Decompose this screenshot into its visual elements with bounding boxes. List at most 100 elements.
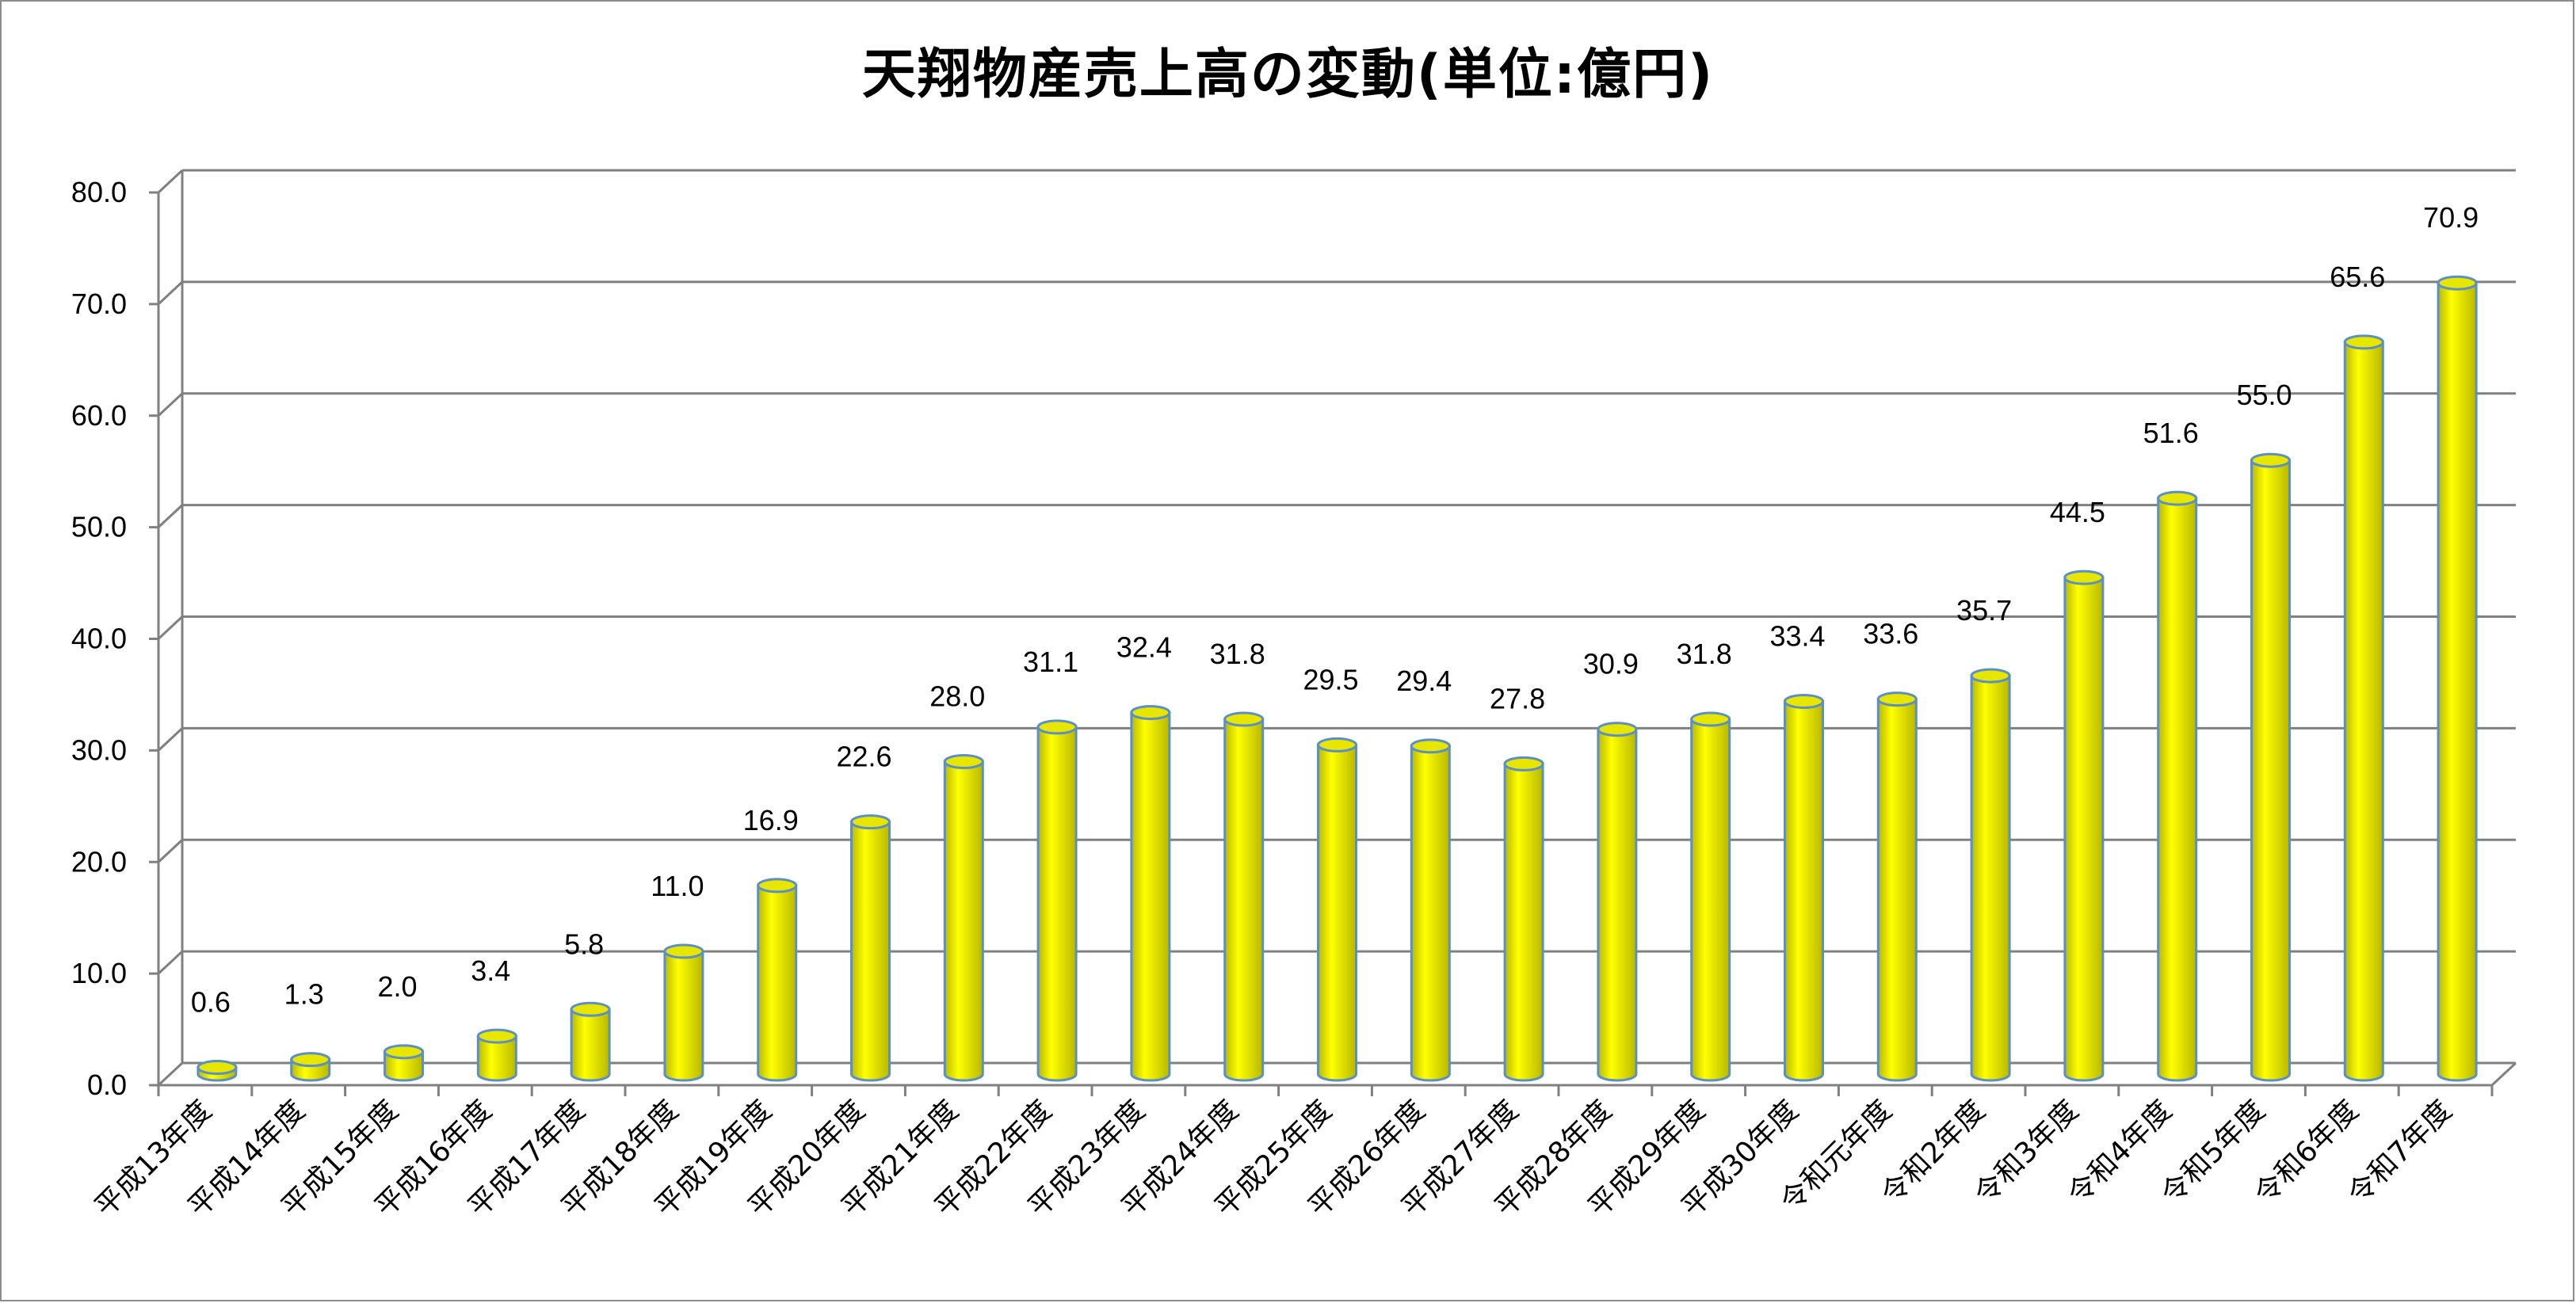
gridline-depth [157, 392, 184, 417]
bar-top [476, 1028, 517, 1044]
bar-top [1503, 756, 1544, 772]
y-tick-label: 20.0 [71, 845, 127, 878]
data-label: 11.0 [651, 870, 704, 902]
bar [850, 814, 891, 1082]
bar-top [757, 878, 798, 893]
bar [476, 1028, 517, 1082]
gridline-depth [157, 839, 184, 863]
y-tick-label: 30.0 [71, 733, 127, 766]
bars [197, 275, 2478, 1082]
bar-top [1784, 693, 1824, 709]
bar [1876, 692, 1918, 1082]
bar-body [2250, 459, 2291, 1082]
data-label: 31.8 [1210, 638, 1265, 670]
bar-top [570, 1001, 611, 1017]
bar-body [1317, 743, 1357, 1082]
data-label: 55.0 [2236, 379, 2292, 411]
bar-body [1597, 728, 1638, 1082]
data-label: 44.5 [2050, 496, 2105, 528]
bar-body [476, 1034, 517, 1082]
bar-body [1410, 745, 1451, 1082]
bar [197, 1060, 238, 1082]
gridline-depth [157, 727, 184, 752]
data-label: 51.6 [2143, 417, 2199, 449]
bar [1317, 737, 1357, 1082]
bar-top [290, 1052, 331, 1068]
bar [2250, 452, 2291, 1082]
y-tick-label: 40.0 [71, 623, 127, 655]
bar [1036, 719, 1078, 1082]
data-label: 33.4 [1769, 619, 1825, 652]
bar-top [1597, 722, 1638, 737]
bar-top [1317, 737, 1357, 752]
bar-body [1130, 711, 1171, 1082]
bar [384, 1044, 424, 1082]
bar-top [2437, 275, 2478, 291]
bar-top [1036, 719, 1078, 735]
y-tick-label: 70.0 [71, 288, 127, 320]
bar-top [1690, 711, 1731, 727]
chart-title: 天翔物産売上高の変動(単位:億円) [861, 44, 1715, 106]
bar [663, 943, 704, 1082]
data-label: 33.6 [1863, 618, 1918, 650]
data-label: 2.0 [377, 970, 417, 1003]
bar-body [1503, 762, 1544, 1082]
data-label: 31.1 [1023, 646, 1078, 678]
data-label: 28.0 [929, 680, 985, 713]
bar-top [384, 1044, 424, 1060]
bar-body [1876, 698, 1918, 1082]
data-label: 70.9 [2423, 201, 2479, 234]
y-tick-label: 10.0 [71, 957, 127, 989]
bar-top [2250, 452, 2291, 468]
x-axis-categories: 平成13年度平成14年度平成15年度平成16年度平成17年度平成18年度平成19… [89, 1094, 2458, 1223]
bar-body [943, 760, 984, 1082]
gridline-depth [157, 280, 184, 305]
bar-top [1130, 705, 1171, 721]
y-tick-label: 50.0 [71, 511, 127, 543]
bar-top [1970, 668, 2011, 684]
bar-body [384, 1050, 424, 1082]
bar-top [1410, 738, 1451, 754]
bar [1690, 711, 1731, 1082]
bar [943, 754, 984, 1082]
bar-body [2063, 576, 2105, 1082]
y-tick-label: 80.0 [71, 176, 127, 208]
data-label: 29.4 [1396, 665, 1452, 697]
data-label: 16.9 [743, 804, 799, 836]
bar [2437, 275, 2478, 1082]
bar [1503, 756, 1544, 1082]
data-label: 32.4 [1116, 631, 1172, 664]
gridline-depth [157, 951, 184, 975]
bar [1784, 693, 1824, 1082]
bar-top [2063, 570, 2105, 585]
bar [2157, 490, 2198, 1082]
gridline-depth [157, 169, 184, 194]
bar-body [663, 950, 704, 1082]
bar-top [2343, 334, 2384, 350]
data-label: 65.6 [2330, 261, 2385, 293]
data-label: 22.6 [836, 741, 891, 773]
bar [757, 878, 798, 1082]
bar-top [197, 1060, 238, 1076]
bar-body [1223, 718, 1265, 1082]
bar [290, 1052, 331, 1082]
bar-body [2157, 497, 2198, 1082]
bar-body [1784, 699, 1824, 1082]
bar-top [2157, 490, 2198, 506]
bar [570, 1001, 611, 1082]
gridline-depth [157, 615, 184, 640]
bar-body [1690, 718, 1731, 1082]
bar-body [2343, 341, 2384, 1082]
bar [2063, 570, 2105, 1082]
data-labels: 0.6 1.3 2.0 3.4 5.8 11.0 16.9 22.6 28.0 31.1 32.4 3… [191, 201, 2479, 1018]
data-label: 30.9 [1583, 648, 1639, 680]
data-label: 0.6 [191, 986, 231, 1019]
gridline-depth [157, 1061, 184, 1087]
bar-body [1036, 726, 1078, 1082]
data-label: 31.8 [1677, 638, 1732, 670]
data-label: 3.4 [471, 954, 510, 987]
y-tick-label: 60.0 [71, 399, 127, 432]
bar [1223, 711, 1265, 1082]
bar-top [1223, 711, 1265, 727]
bar-top [663, 943, 704, 959]
